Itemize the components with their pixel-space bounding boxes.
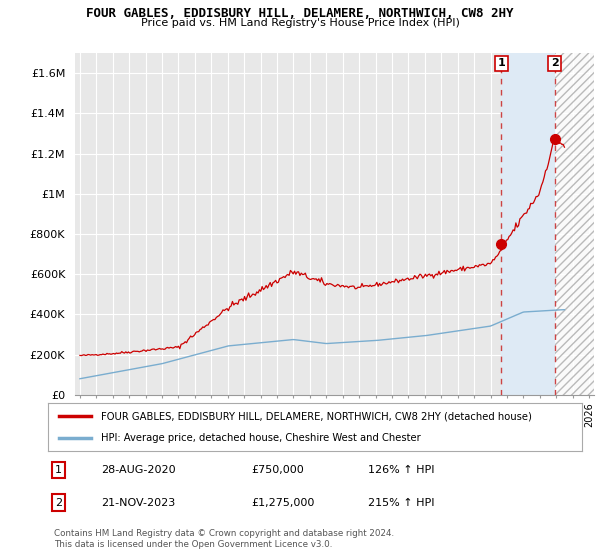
Text: 2: 2 (551, 58, 559, 68)
Text: FOUR GABLES, EDDISBURY HILL, DELAMERE, NORTHWICH, CW8 2HY (detached house): FOUR GABLES, EDDISBURY HILL, DELAMERE, N… (101, 411, 532, 421)
Text: 21-NOV-2023: 21-NOV-2023 (101, 498, 176, 507)
Bar (554, 53, 594, 395)
Text: 126% ↑ HPI: 126% ↑ HPI (368, 465, 435, 475)
Text: £750,000: £750,000 (251, 465, 304, 475)
Text: Price paid vs. HM Land Registry's House Price Index (HPI): Price paid vs. HM Land Registry's House … (140, 18, 460, 28)
Text: 215% ↑ HPI: 215% ↑ HPI (368, 498, 435, 507)
Text: 1: 1 (497, 58, 505, 68)
Text: Contains HM Land Registry data © Crown copyright and database right 2024.
This d: Contains HM Land Registry data © Crown c… (54, 529, 394, 549)
Text: £1,275,000: £1,275,000 (251, 498, 314, 507)
Text: FOUR GABLES, EDDISBURY HILL, DELAMERE, NORTHWICH, CW8 2HY: FOUR GABLES, EDDISBURY HILL, DELAMERE, N… (86, 7, 514, 20)
Text: 1: 1 (55, 465, 62, 475)
Bar (501, 53, 554, 395)
Text: 2: 2 (55, 498, 62, 507)
Text: HPI: Average price, detached house, Cheshire West and Chester: HPI: Average price, detached house, Ches… (101, 433, 421, 443)
Bar (554, 53, 594, 395)
Text: 28-AUG-2020: 28-AUG-2020 (101, 465, 176, 475)
